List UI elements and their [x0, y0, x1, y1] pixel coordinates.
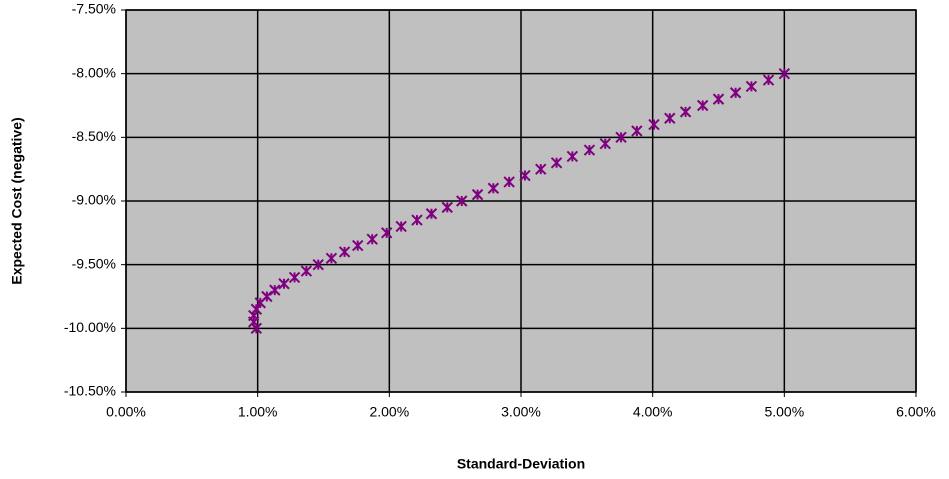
x-tick-label: 4.00%: [633, 404, 673, 420]
y-tick-label: -9.00%: [72, 192, 116, 208]
marker: [366, 233, 378, 245]
x-tick-label: 2.00%: [369, 404, 409, 420]
y-axis-title: Expected Cost (negative): [9, 117, 25, 284]
marker: [535, 163, 547, 175]
marker: [599, 137, 611, 150]
plot-border: [125, 9, 917, 393]
marker: [762, 74, 775, 86]
marker: [380, 227, 393, 239]
marker: [631, 125, 643, 137]
marker: [487, 182, 500, 194]
x-tick-label: 5.00%: [764, 404, 804, 420]
y-tick-label: -7.50%: [72, 1, 116, 17]
marker: [352, 239, 364, 252]
y-tick-label: -8.00%: [72, 64, 116, 80]
x-axis-title: Standard-Deviation: [457, 456, 585, 472]
marker: [648, 118, 660, 131]
marker: [441, 201, 453, 214]
marker: [519, 169, 531, 182]
marker: [395, 220, 407, 233]
marker: [411, 214, 423, 226]
marker: [261, 290, 273, 303]
marker: [300, 265, 313, 277]
marker: [679, 106, 692, 118]
marker: [550, 157, 563, 169]
y-tick-label: -10.50%: [64, 383, 116, 399]
y-tick-label: -8.50%: [72, 128, 116, 144]
marker: [503, 176, 515, 188]
marker: [325, 252, 338, 265]
marker: [278, 278, 290, 290]
x-tick-label: 0.00%: [106, 404, 146, 420]
marker: [615, 131, 627, 144]
marker: [778, 67, 791, 80]
marker: [456, 195, 468, 207]
y-tick-label: -10.00%: [64, 319, 116, 335]
x-tick-label: 6.00%: [896, 404, 936, 420]
x-tick-label: 1.00%: [238, 404, 278, 420]
marker: [338, 246, 351, 258]
marker: [712, 93, 725, 105]
marker: [696, 99, 709, 112]
marker: [288, 271, 301, 284]
marker: [566, 150, 579, 163]
y-tick-label: -9.50%: [72, 255, 116, 271]
marker: [312, 258, 324, 271]
marker: [269, 284, 281, 296]
marker: [729, 87, 742, 99]
marker: [664, 112, 676, 124]
marker: [425, 208, 438, 220]
marker: [583, 144, 596, 156]
x-tick-label: 3.00%: [501, 404, 541, 420]
marker: [745, 80, 758, 93]
marker: [471, 188, 484, 201]
